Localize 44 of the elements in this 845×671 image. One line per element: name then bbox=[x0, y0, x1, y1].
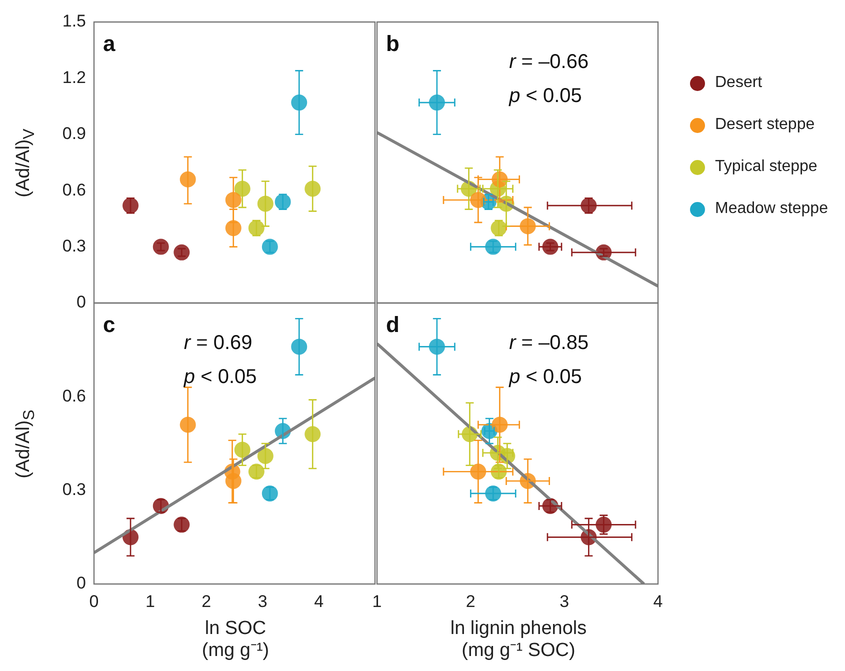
legend-label: Typical steppe bbox=[715, 158, 818, 176]
point bbox=[174, 244, 190, 260]
point bbox=[174, 516, 190, 533]
y-tick-label: 1.2 bbox=[62, 68, 86, 87]
x-axis-title: ln lignin phenols (mg g⁻¹ SOC) bbox=[450, 618, 587, 662]
point bbox=[262, 485, 278, 502]
x-tick-label: 3 bbox=[258, 592, 268, 611]
annotation: p < 0.05 bbox=[508, 366, 582, 388]
legend-label: Desert bbox=[715, 74, 762, 92]
y-tick-label: 1.5 bbox=[62, 12, 86, 31]
x-tick-label: 1 bbox=[145, 592, 155, 611]
y-tick-label: 0.6 bbox=[62, 386, 86, 406]
chart-title: a bbox=[103, 31, 116, 56]
point bbox=[257, 196, 274, 212]
x-tick-label: 2 bbox=[202, 592, 212, 611]
x-axis-title: ln SOC (mg g⁻¹) bbox=[202, 618, 270, 662]
chart-title: c bbox=[103, 312, 116, 337]
x-tick-label: 4 bbox=[653, 592, 663, 611]
point bbox=[262, 238, 278, 255]
annotation: r = –0.85 bbox=[509, 332, 589, 354]
y-tick-label: 0.6 bbox=[62, 180, 86, 200]
point bbox=[152, 238, 169, 255]
x-tick-label: 1 bbox=[372, 592, 382, 611]
legend-label: Meadow steppe bbox=[715, 200, 828, 218]
annotation: p < 0.05 bbox=[508, 85, 582, 107]
x-tick-label: 3 bbox=[560, 592, 570, 611]
chart-title: b bbox=[386, 31, 400, 56]
y-tick-label: 0.3 bbox=[62, 236, 86, 256]
x-tick-label: 2 bbox=[466, 592, 476, 611]
annotation: p < 0.05 bbox=[182, 366, 257, 388]
x-tick-label: 0 bbox=[89, 592, 99, 611]
y-tick-label: 0.3 bbox=[62, 480, 86, 500]
point bbox=[485, 485, 502, 502]
y-tick-label: 0.9 bbox=[62, 124, 86, 144]
x-tick-label: 4 bbox=[314, 592, 324, 611]
point bbox=[248, 464, 264, 480]
annotation: r = –0.66 bbox=[509, 51, 589, 73]
point bbox=[485, 238, 502, 255]
y-tick-label: 0 bbox=[76, 574, 86, 593]
legend-label: Desert steppe bbox=[715, 116, 815, 134]
y-tick-label: 0 bbox=[76, 292, 86, 312]
chart-title: d bbox=[386, 312, 400, 337]
point bbox=[542, 238, 558, 255]
annotation: r = 0.69 bbox=[184, 332, 252, 354]
